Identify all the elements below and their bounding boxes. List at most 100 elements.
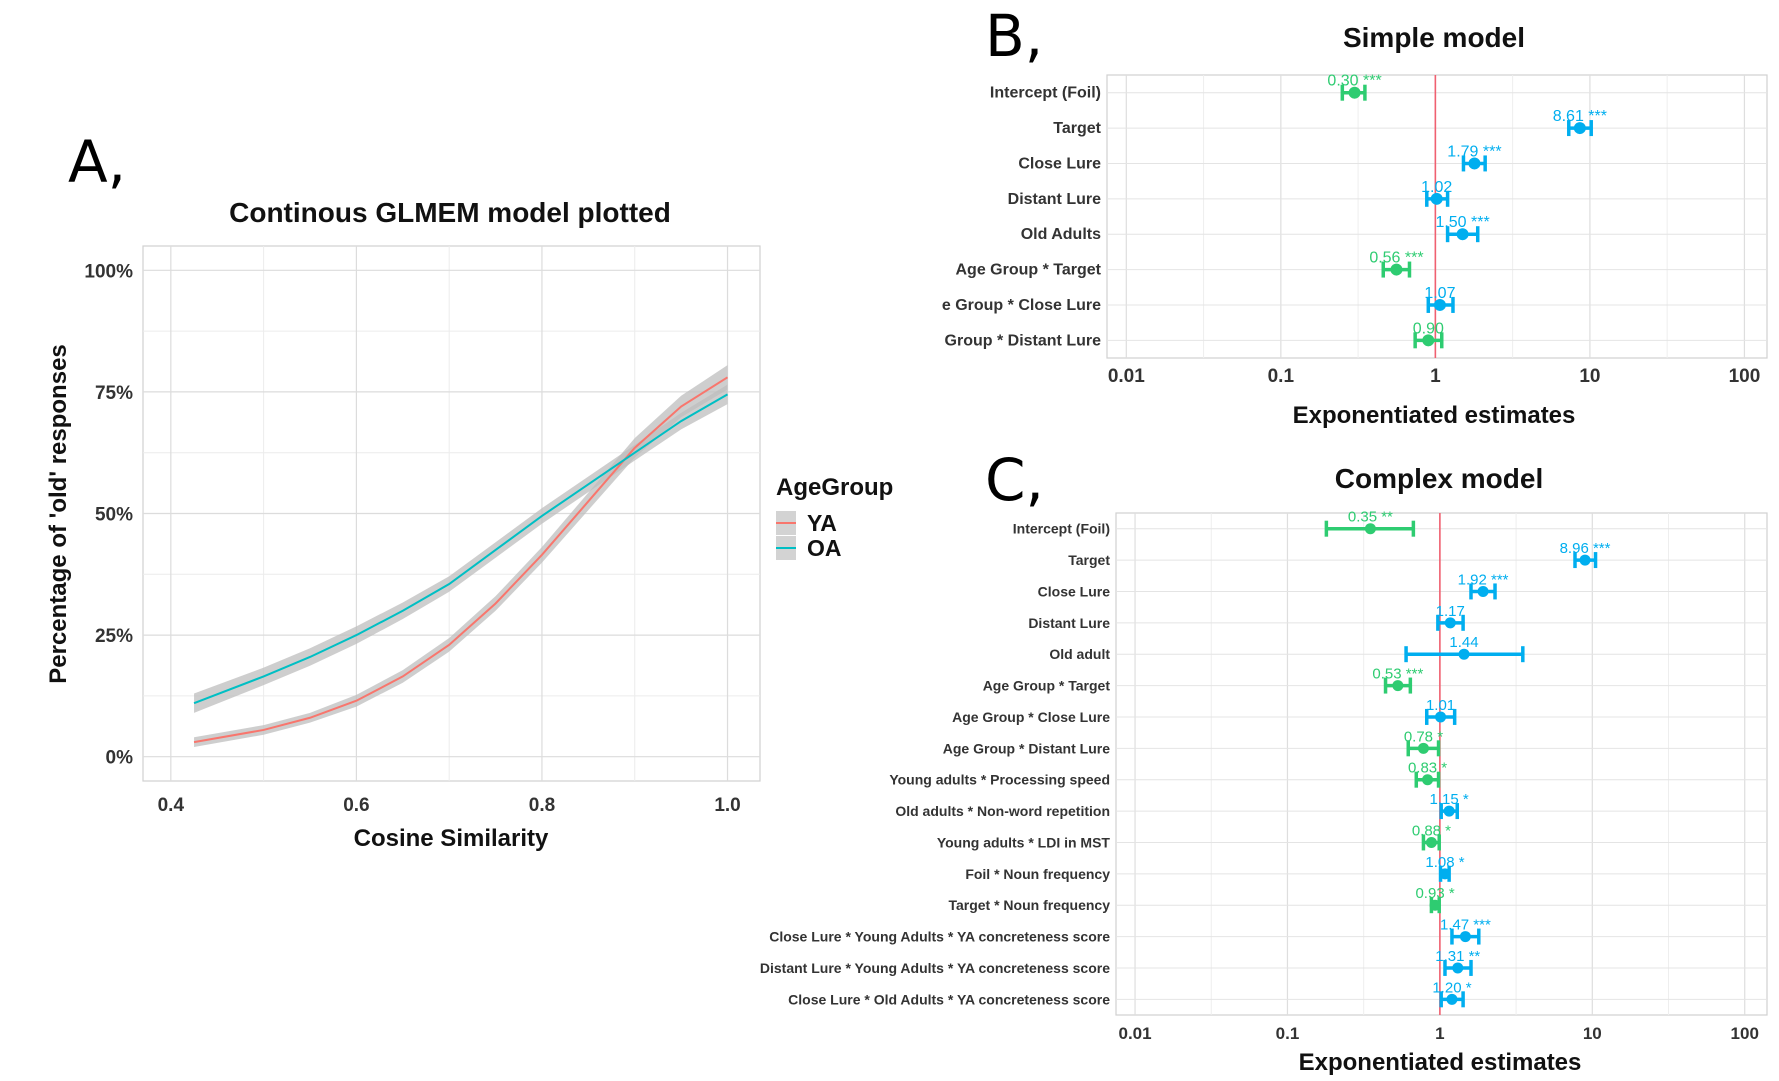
estimate-label: 0.30 ***: [1327, 73, 1381, 90]
estimate-point: [1443, 805, 1455, 817]
panel-label-c: C,: [985, 446, 1044, 514]
term-label: Close Lure * Old Adults * YA concretenes…: [788, 991, 1110, 1007]
estimate-point: [1468, 157, 1481, 170]
estimate-label: 0.83 *: [1408, 760, 1447, 777]
chart-b-title: Simple model: [1343, 22, 1525, 53]
estimate-label: 1.02: [1421, 179, 1452, 196]
estimate-point: [1425, 836, 1437, 848]
panel-label-b: B,: [985, 2, 1043, 70]
estimate-point: [1392, 680, 1404, 692]
series-line-oa: [193, 393, 729, 705]
estimate-label: 0.90: [1413, 320, 1444, 337]
estimate-point: [1433, 298, 1446, 311]
estimate-label: 1.47 ***: [1440, 917, 1491, 934]
estimate-point: [1422, 334, 1435, 347]
x-tick-label: 0.01: [1108, 366, 1145, 387]
estimate-label: 8.61 ***: [1553, 108, 1607, 125]
estimate-label: 0.88 *: [1412, 822, 1451, 839]
term-label: Distant Lure: [1028, 615, 1110, 631]
estimate-label: 1.17: [1436, 603, 1465, 620]
estimate-point: [1429, 899, 1441, 911]
x-tick-label: 0.01: [1118, 1024, 1151, 1043]
chart-a-x-tick-label: 1.0: [714, 795, 740, 816]
chart-panel-c: Complex model 0.01 0.1 1 10 100 Intercept (Fo…: [760, 463, 1768, 1076]
series-ribbon-ya: [194, 365, 728, 747]
estimate-label: 8.96 ***: [1560, 540, 1611, 557]
term-label: Group * Distant Lure: [945, 332, 1102, 349]
term-label: Distant Lure * Young Adults * YA concret…: [760, 960, 1110, 976]
estimate-point: [1452, 962, 1464, 974]
chart-panel-b: Simple model 0.01 0.1 1 10 100 Intercept (Foi…: [942, 22, 1768, 429]
chart-a-y-tick-label: 0%: [106, 748, 134, 769]
estimate-label: 1.20 *: [1432, 979, 1471, 996]
estimate-point: [1435, 711, 1447, 723]
term-label: Age Group * Close Lure: [952, 709, 1110, 725]
term-label: Close Lure: [1038, 583, 1111, 599]
panel-label-a: A,: [68, 128, 126, 196]
chart-a-x-tick-label: 0.8: [529, 795, 555, 816]
chart-b-ticks: 0.01 0.1 1 10 100 Intercept (Foil) Target Close…: [942, 85, 1760, 387]
chart-a-y-tick-label: 100%: [84, 261, 133, 282]
chart-a-x-tick-label: 0.4: [158, 795, 185, 816]
chart-a-y-tick-label: 75%: [95, 383, 133, 404]
term-label: Target: [1053, 120, 1101, 137]
term-label: Intercept (Foil): [1013, 521, 1110, 537]
estimate-point: [1444, 617, 1456, 629]
chart-a-y-tick-label: 25%: [95, 626, 133, 647]
chart-c-rows: 0.35 **8.96 ***1.92 ***1.171.440.53 ***1…: [1324, 509, 1611, 1015]
term-label: Old Adults: [1021, 226, 1101, 243]
estimate-label: 1.44: [1449, 634, 1478, 651]
term-label: Intercept (Foil): [990, 85, 1101, 102]
estimate-point: [1417, 742, 1429, 754]
term-label: Old adults * Non-word repetition: [895, 803, 1110, 819]
estimate-label: 1.01: [1426, 697, 1455, 714]
term-label: Foil * Noun frequency: [965, 866, 1110, 882]
term-label: Age Group * Distant Lure: [943, 740, 1110, 756]
term-label: Age Group * Target: [956, 262, 1102, 279]
estimate-point: [1364, 523, 1376, 535]
estimate-label: 1.08 *: [1425, 854, 1464, 871]
x-tick-label: 10: [1583, 1024, 1602, 1043]
chart-a-ticks: 0.4 0.6 0.8 1.0 0% 25% 50% 75% 100%: [84, 261, 740, 816]
term-label: Target * Noun frequency: [948, 897, 1110, 913]
estimate-label: 1.79 ***: [1447, 143, 1501, 160]
x-tick-label: 0.1: [1268, 366, 1295, 387]
chart-c-title: Complex model: [1335, 463, 1543, 494]
x-tick-label: 10: [1579, 366, 1600, 387]
legend-label-ya: YA: [807, 510, 837, 536]
estimate-label: 1.92 ***: [1458, 571, 1509, 588]
estimate-point: [1446, 993, 1458, 1005]
estimate-label: 0.93 *: [1415, 885, 1454, 902]
estimate-point: [1458, 648, 1470, 660]
estimate-label: 1.31 **: [1435, 948, 1480, 965]
estimate-point: [1430, 192, 1443, 205]
chart-a-x-tick-label: 0.6: [343, 795, 369, 816]
chart-c-xlabel: Exponentiated estimates: [1299, 1049, 1582, 1076]
estimate-label: 0.56 ***: [1369, 250, 1423, 267]
estimate-point: [1422, 774, 1434, 786]
estimate-label: 1.50 ***: [1435, 214, 1489, 231]
legend-title: AgeGroup: [776, 474, 893, 501]
series-ribbon-oa: [194, 384, 728, 713]
term-label: Old adult: [1049, 646, 1110, 662]
chart-a-series: [193, 365, 729, 747]
term-label: Close Lure: [1018, 155, 1101, 172]
estimate-label: 1.07: [1424, 285, 1455, 302]
term-label: Young adults * Processing speed: [889, 772, 1110, 788]
estimate-point: [1390, 263, 1403, 276]
estimate-point: [1459, 931, 1471, 943]
estimate-label: 0.78 *: [1404, 728, 1443, 745]
x-tick-label: 0.1: [1276, 1024, 1300, 1043]
estimate-point: [1439, 868, 1451, 880]
chart-panel-a: Continous GLMEM model plotted 0.4 0.6 0.8 1…: [45, 197, 893, 852]
estimate-label: 1.15 *: [1430, 791, 1469, 808]
term-label: Close Lure * Young Adults * YA concreten…: [769, 929, 1110, 945]
term-label: Distant Lure: [1008, 191, 1101, 208]
legend-label-oa: OA: [807, 535, 842, 561]
chart-a-title: Continous GLMEM model plotted: [229, 197, 671, 228]
chart-b-rows: 0.30 *** 8.61 *** 1.79 *** 1.02 1.50 *** 0.56…: [1327, 73, 1607, 358]
estimate-point: [1477, 585, 1489, 597]
estimate-point: [1573, 122, 1586, 135]
chart-b-xlabel: Exponentiated estimates: [1293, 402, 1576, 429]
estimate-point: [1348, 86, 1361, 99]
